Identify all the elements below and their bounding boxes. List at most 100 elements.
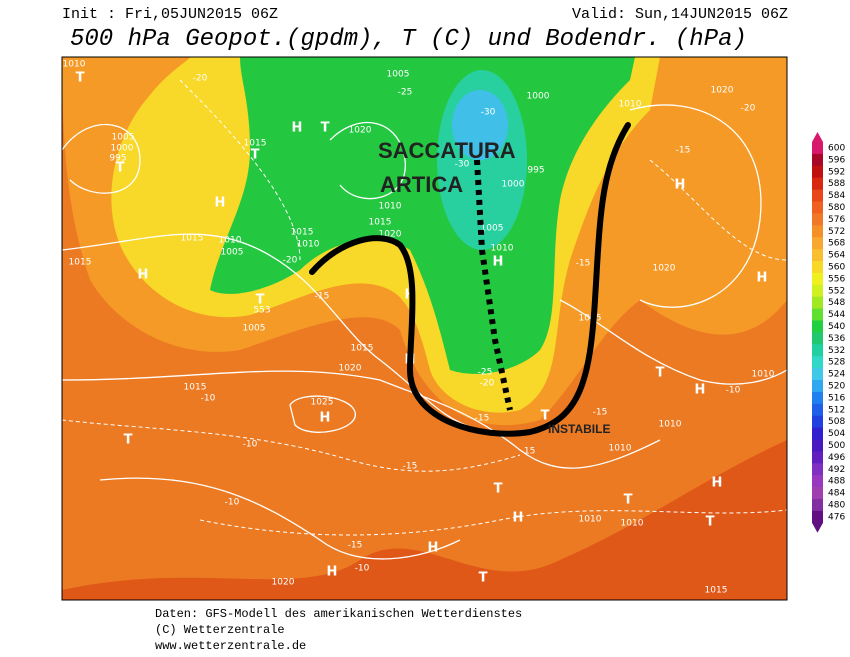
map-label: H <box>320 411 331 426</box>
map-label: 1015 <box>181 234 204 244</box>
colorbar-swatch <box>812 499 823 512</box>
colorbar-label: 540 <box>828 322 845 332</box>
map-label: 1010 <box>297 240 320 250</box>
colorbar-swatch <box>812 415 823 429</box>
map-label: T <box>624 493 633 508</box>
colorbar-swatch <box>812 368 823 381</box>
colorbar-label: 516 <box>828 393 845 403</box>
map-label: 995 <box>527 166 544 176</box>
colorbar-label: 576 <box>828 215 845 225</box>
annotation: ARTICA <box>380 172 463 197</box>
map-label: 1010 <box>752 370 775 380</box>
colorbar-label: 588 <box>828 179 845 189</box>
colorbar-swatch <box>812 225 823 238</box>
map-label: T <box>541 409 550 424</box>
map-label: -25 <box>398 88 413 98</box>
map-label: -15 <box>348 541 363 551</box>
map-label: 1015 <box>291 228 314 238</box>
map-label: 1000 <box>502 180 525 190</box>
map-label: H <box>138 268 149 283</box>
map-label: H <box>327 565 338 580</box>
colorbar-tip <box>812 522 823 533</box>
map-label: 1005 <box>387 70 410 80</box>
map-label: -10 <box>201 394 216 404</box>
colorbar-label: 512 <box>828 405 845 415</box>
map-label: 1000 <box>527 92 550 102</box>
map-label: 1010 <box>63 60 86 70</box>
map-label: T <box>124 433 133 448</box>
colorbar-swatch <box>812 427 823 440</box>
map-label: T <box>656 366 665 381</box>
colorbar-label: 484 <box>828 489 845 499</box>
colorbar-label: 580 <box>828 203 845 213</box>
colorbar-label: 564 <box>828 251 845 261</box>
isotherm <box>62 419 521 472</box>
colorbar-label: 552 <box>828 286 845 296</box>
colorbar-label: 592 <box>828 167 845 177</box>
map-label: -10 <box>225 498 240 508</box>
isotherms <box>62 79 787 536</box>
colorbar-label: 548 <box>828 298 845 308</box>
map-label: H <box>757 271 768 286</box>
map-frame <box>61 56 788 601</box>
colorbar-label: 528 <box>828 358 845 368</box>
map-label: -15 <box>475 414 490 424</box>
colorbar-label: 500 <box>828 441 845 451</box>
colorbar-swatch <box>812 403 823 417</box>
map-label: 1005 <box>579 314 602 324</box>
colorbar-label: 480 <box>828 500 845 510</box>
colorbar-swatch <box>812 261 823 274</box>
map-label: T <box>76 71 85 86</box>
map-label: -20 <box>480 379 495 389</box>
init-text: Init : Fri,05JUN2015 06Z <box>62 6 278 23</box>
map-label: -15 <box>593 408 608 418</box>
colorbar-swatch <box>812 189 823 202</box>
colorbar-swatch <box>812 165 823 179</box>
map-label: 1015 <box>369 218 392 228</box>
colorbar-label: 600 <box>828 143 845 153</box>
map-label: -20 <box>283 256 298 266</box>
field-524 <box>452 90 508 160</box>
map-label: 1010 <box>379 202 402 212</box>
isotherm <box>649 159 787 261</box>
map-label: -15 <box>521 447 536 457</box>
colorbar-label: 544 <box>828 310 845 320</box>
colorbar-swatch <box>812 177 823 191</box>
map-label: 1020 <box>272 578 295 588</box>
map-label: 1010 <box>579 515 602 525</box>
footer-text: (C) Wetterzentrale <box>155 623 285 637</box>
valid-text: Valid: Sun,14JUN2015 06Z <box>572 6 788 23</box>
map-label: T <box>116 161 125 176</box>
colorbar-label: 560 <box>828 262 845 272</box>
trough-axis <box>309 122 631 437</box>
colorbar-swatch <box>812 237 823 250</box>
colorbar-label: 568 <box>828 239 845 249</box>
colorbar-swatch <box>812 391 823 405</box>
map-label: T <box>256 293 265 308</box>
map-label: H <box>292 121 303 136</box>
map-label: -10 <box>243 440 258 450</box>
map-label: -15 <box>315 292 330 302</box>
map-title: 500 hPa Geopot.(gpdm), T (C) und Bodendr… <box>70 26 747 53</box>
map-label: H <box>493 255 504 270</box>
colorbar-swatch <box>812 249 823 262</box>
colorbar-swatch <box>812 451 823 464</box>
colorbar-swatch <box>812 332 823 345</box>
colorbar-swatch <box>812 201 823 214</box>
map-label: 1015 <box>351 344 374 354</box>
map-label: 1010 <box>609 444 632 454</box>
map-label: T <box>706 515 715 530</box>
colorbar-swatch <box>812 296 823 310</box>
colorbar-swatch <box>812 344 823 357</box>
map-label: 1010 <box>219 236 242 246</box>
map-label: -15 <box>576 259 591 269</box>
colorbar-swatch <box>812 284 823 298</box>
map-label: -20 <box>193 74 208 84</box>
colorbar-label: 536 <box>828 334 845 344</box>
map-label: -25 <box>478 368 493 378</box>
map-label: 1010 <box>659 420 682 430</box>
map-label: 1025 <box>311 398 334 408</box>
map-label: 1005 <box>243 324 266 334</box>
colorbar-swatch <box>812 487 823 500</box>
